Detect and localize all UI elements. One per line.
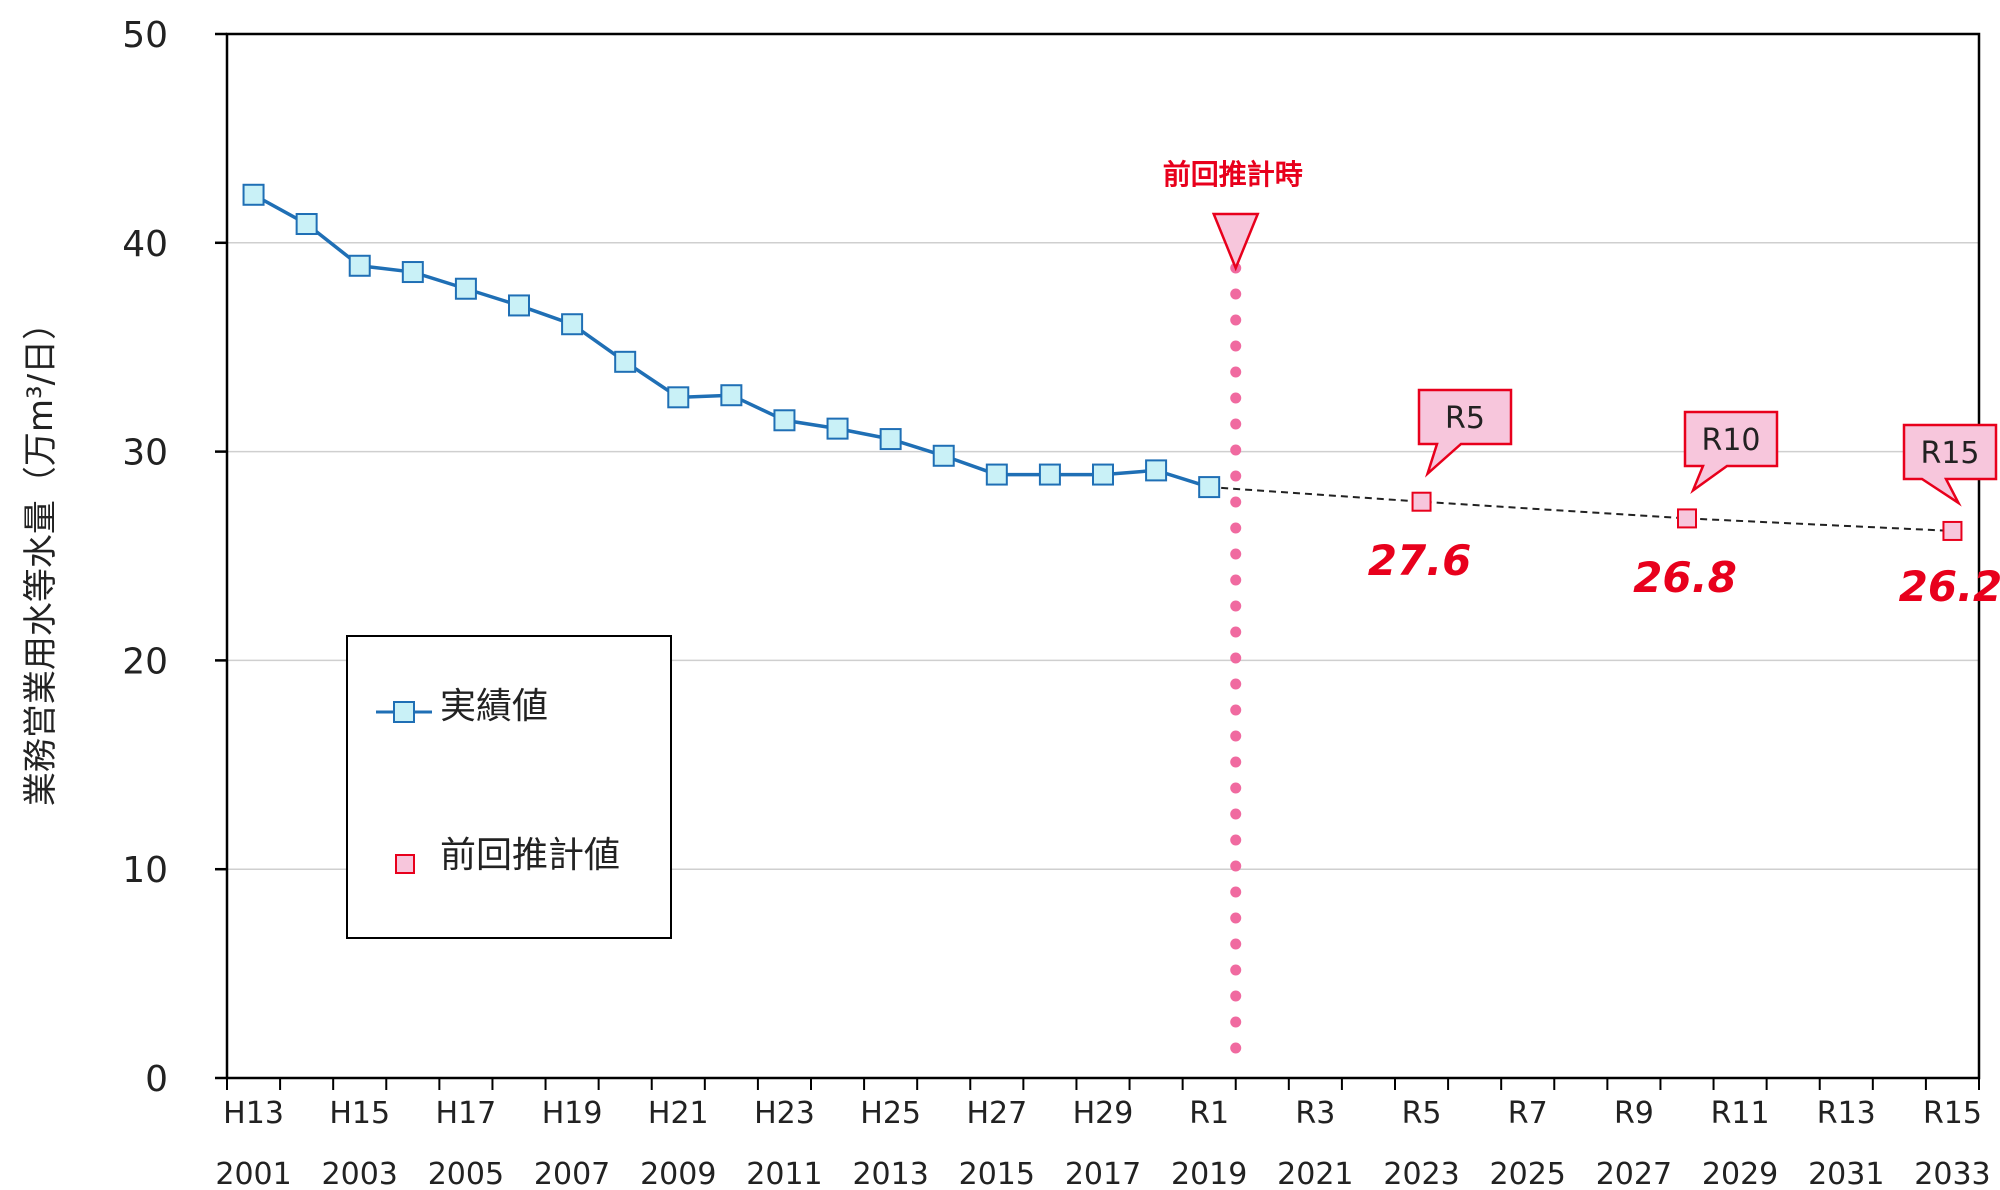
- x-tick-label-year: 2033: [1914, 1157, 1990, 1190]
- x-tick-label-era: R3: [1295, 1096, 1335, 1131]
- actual-data-point: [561, 313, 584, 336]
- x-tick-label-era: H27: [966, 1096, 1027, 1131]
- forecast-callout-label: R15: [1920, 436, 1979, 471]
- forecast-value-label: 26.8: [1633, 553, 1737, 602]
- x-tick-label-era: R11: [1711, 1096, 1770, 1131]
- x-tick-label-era: R7: [1508, 1096, 1548, 1131]
- y-tick-label: 40: [122, 224, 168, 265]
- x-tick-label-era: H23: [754, 1096, 815, 1131]
- legend-actual-label: 実績値: [440, 686, 548, 727]
- forecast-data-point: [1942, 520, 1963, 541]
- legend-forecast-marker: [395, 854, 415, 874]
- x-tick-label-year: 2031: [1808, 1157, 1884, 1190]
- x-axis-ticks: H13 2001 H15 2003 H17 2005 H19 2007 H21 2009 H23 20…: [215, 1078, 1991, 1190]
- legend: 実績値 前回推計値: [346, 635, 672, 939]
- x-tick-label-era: R5: [1402, 1096, 1442, 1131]
- y-tick-label: 0: [145, 1059, 168, 1100]
- x-tick-label-year: 2009: [640, 1157, 716, 1190]
- forecast-time-triangle: [1211, 212, 1260, 272]
- plot-area-frame: [225, 32, 1981, 1080]
- forecast-data-point: [1677, 508, 1697, 529]
- x-tick-label-year: 2011: [746, 1157, 822, 1190]
- x-tick-label-year: 2021: [1277, 1157, 1353, 1190]
- actual-series-line: [252, 193, 1210, 489]
- actual-data-point: [879, 428, 902, 451]
- actual-data-point: [773, 409, 796, 432]
- actual-data-point: [1145, 459, 1168, 482]
- actual-series: [242, 183, 1221, 499]
- forecast-trend-dashed-line: [1209, 486, 1953, 532]
- forecast-value-label: 27.6: [1368, 536, 1472, 585]
- x-tick-label-era: H15: [329, 1096, 390, 1131]
- y-tick-label: 50: [122, 15, 168, 56]
- x-tick-label-year: 2015: [959, 1157, 1035, 1190]
- actual-data-point: [401, 261, 424, 284]
- forecast-value-label: 26.2: [1899, 562, 2000, 611]
- x-tick-label-year: 2029: [1702, 1157, 1778, 1190]
- actual-data-point: [348, 254, 371, 277]
- actual-data-point: [508, 294, 530, 317]
- x-tick-label-year: 2017: [1065, 1157, 1141, 1190]
- forecast-time-marker: 前回推計時: [1163, 158, 1303, 1078]
- y-axis-label: 業務営業用水等水量（万m³/日）: [21, 306, 61, 806]
- forecast-callout: [1417, 388, 1513, 478]
- x-tick-label-era: R1: [1189, 1096, 1229, 1131]
- legend-actual-marker: [393, 701, 415, 723]
- forecast-callout: [1683, 410, 1779, 494]
- x-tick-label-era: H25: [860, 1096, 921, 1131]
- actual-data-point: [720, 384, 743, 407]
- actual-data-point: [932, 444, 955, 467]
- x-tick-label-era: H29: [1073, 1096, 1134, 1131]
- actual-data-point: [295, 213, 318, 236]
- x-tick-label-year: 2013: [852, 1157, 928, 1190]
- x-tick-label-era: H13: [223, 1096, 284, 1131]
- x-tick-label-era: R13: [1817, 1096, 1876, 1131]
- legend-box: [346, 635, 672, 939]
- y-tick-label: 10: [122, 850, 168, 891]
- actual-data-point: [1198, 476, 1221, 499]
- y-tick-label: 20: [122, 641, 168, 682]
- actual-data-point: [985, 463, 1008, 486]
- x-tick-label-era: R9: [1614, 1096, 1654, 1131]
- forecast-callout-label: R10: [1701, 423, 1760, 458]
- actual-data-point: [826, 417, 849, 440]
- x-tick-label-year: 2007: [534, 1157, 610, 1190]
- forecast-callout: [1902, 423, 1998, 507]
- actual-data-point: [614, 350, 637, 373]
- actual-data-point: [242, 183, 265, 206]
- actual-data-point: [454, 277, 477, 300]
- x-tick-label-year: 2027: [1596, 1157, 1672, 1190]
- y-tick-label: 30: [122, 433, 168, 474]
- x-tick-label-year: 2001: [215, 1157, 291, 1190]
- actual-data-point: [1038, 463, 1061, 486]
- x-tick-label-year: 2025: [1490, 1157, 1566, 1190]
- x-tick-label-era: H17: [436, 1096, 497, 1131]
- legend-forecast-label: 前回推計値: [440, 835, 620, 876]
- x-tick-label-year: 2005: [428, 1157, 504, 1190]
- forecast-series: 27.6 R5 26.8 R10 26.2 R15: [1368, 388, 2000, 611]
- forecast-data-point: [1411, 491, 1432, 512]
- x-tick-label-era: H19: [542, 1096, 603, 1131]
- forecast-callout-label: R5: [1445, 401, 1485, 436]
- actual-data-point: [1092, 463, 1114, 486]
- x-tick-label-year: 2023: [1383, 1157, 1459, 1190]
- forecast-trend-line: [1209, 486, 1953, 532]
- x-tick-label-era: H21: [648, 1096, 709, 1131]
- x-tick-label-year: 2019: [1171, 1157, 1247, 1190]
- x-tick-label-era: R15: [1923, 1096, 1982, 1131]
- y-axis-ticks: 0 10 20 30 40 50: [122, 15, 227, 1100]
- actual-data-point: [667, 386, 690, 409]
- x-tick-label-year: 2003: [322, 1157, 398, 1190]
- forecast-time-label: 前回推計時: [1163, 158, 1303, 191]
